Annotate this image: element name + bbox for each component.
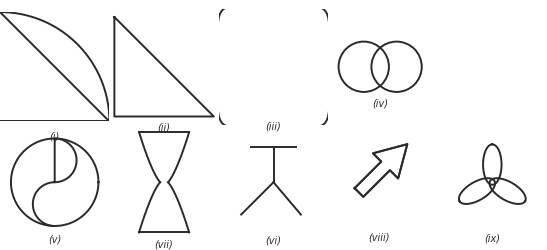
Text: (ix): (ix) [484, 233, 501, 243]
Text: (i): (i) [50, 131, 60, 141]
Text: (vi): (vi) [265, 234, 282, 244]
Polygon shape [354, 144, 408, 197]
Text: (viii): (viii) [369, 232, 390, 241]
Text: (vii): (vii) [155, 238, 173, 248]
Text: (ii): (ii) [158, 122, 171, 132]
Text: (v): (v) [48, 234, 61, 244]
Text: (iii): (iii) [266, 121, 281, 131]
Text: (iv): (iv) [372, 98, 388, 108]
